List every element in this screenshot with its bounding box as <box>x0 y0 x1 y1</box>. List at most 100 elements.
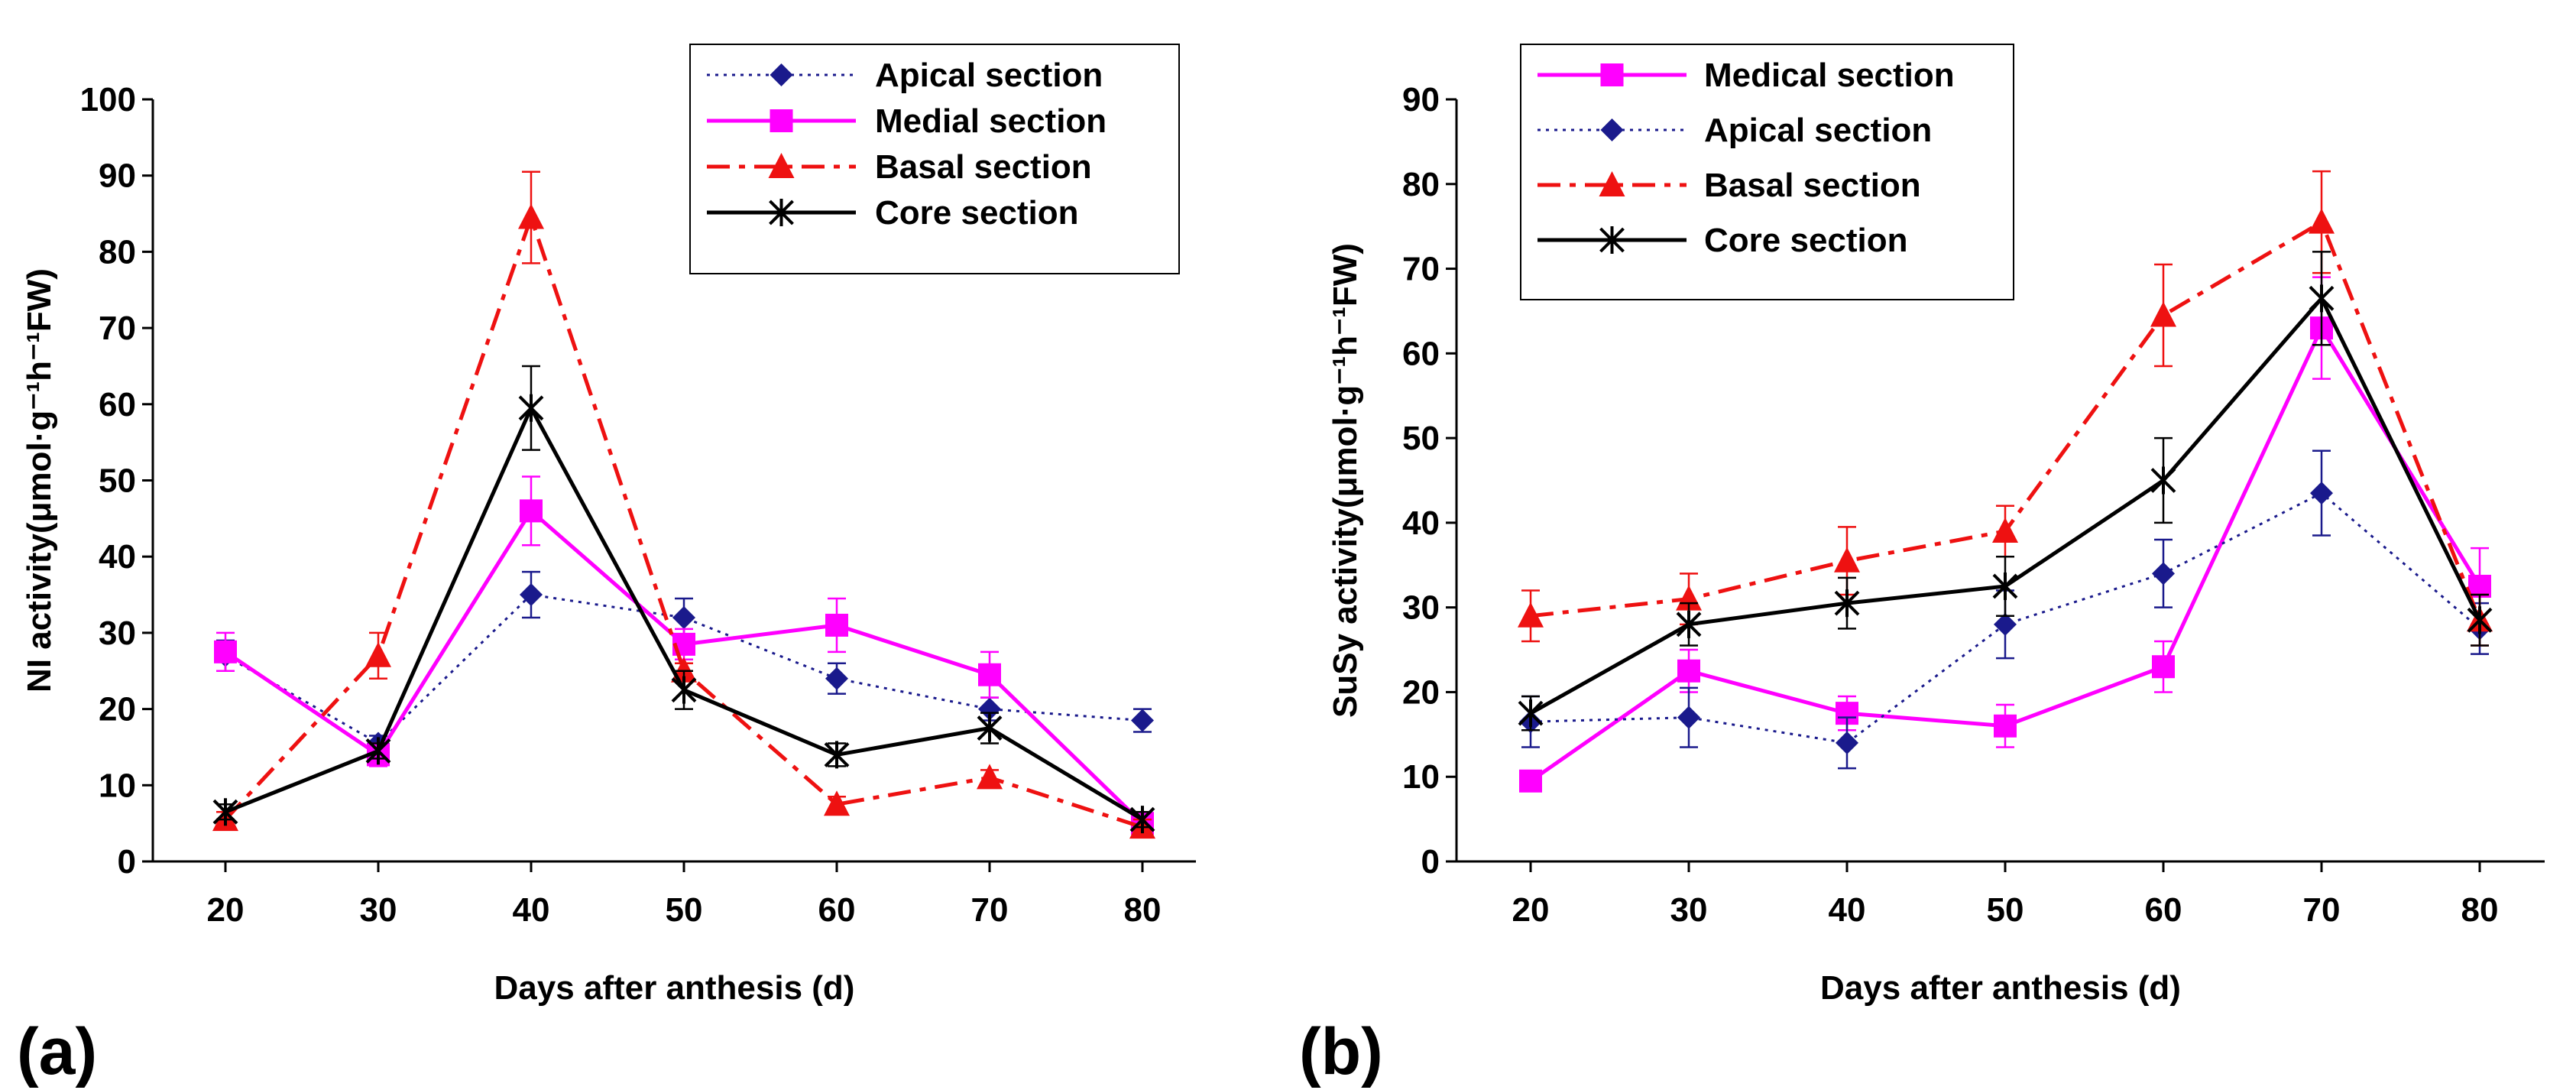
x-tick-label-40: 40 <box>513 891 550 929</box>
data-point-apical-section-50 <box>672 605 695 629</box>
legend-marker-core-section <box>769 199 794 226</box>
x-tick-label-20: 20 <box>207 891 245 929</box>
y-tick-label-60: 60 <box>99 386 136 423</box>
data-point-apical-section-60 <box>2152 562 2175 586</box>
y-tick-label-0: 0 <box>1421 843 1440 881</box>
x-tick-label-50: 50 <box>1987 891 2024 929</box>
x-tick-label-20: 20 <box>1512 891 1550 929</box>
data-point-apical-section-60 <box>825 667 848 690</box>
y-tick-label-20: 20 <box>99 691 136 728</box>
chart-panel-a: 0 10 20 30 40 50 60 70 80 90 100 20 30 40 50 60 70 80 Days… <box>17 44 1196 1088</box>
x-tick-label-60: 60 <box>2145 891 2182 929</box>
y-tick-label-30: 30 <box>1402 589 1440 627</box>
legend-label-medical-section: Medical section <box>1704 57 1955 94</box>
data-point-basal-section-40 <box>518 203 544 229</box>
legend-label-basal-section: Basal section <box>875 148 1092 186</box>
y-tick-label-40: 40 <box>1402 504 1440 542</box>
legend-label-apical-section: Apical section <box>1704 112 1932 149</box>
data-point-basal-section-30 <box>365 641 391 667</box>
x-tick-label-30: 30 <box>1670 891 1708 929</box>
data-point-basal-section-60 <box>2150 301 2176 327</box>
x-tick-label-30: 30 <box>360 891 397 929</box>
legend-marker-medical-section <box>1600 63 1624 86</box>
y-tick-label-80: 80 <box>99 233 136 271</box>
data-point-medical-section-60 <box>2152 655 2175 679</box>
y-tick-label-30: 30 <box>99 615 136 652</box>
legend-marker-core-section <box>1599 226 1625 254</box>
data-point-core-section-80 <box>2467 606 2493 634</box>
legend-marker-basal-section <box>768 153 795 178</box>
series-core-section <box>1518 251 2493 732</box>
y-tick-label-50: 50 <box>1402 420 1440 457</box>
data-point-medial-section-70 <box>978 663 1001 686</box>
y-tick-label-80: 80 <box>1402 166 1440 203</box>
legend-marker-apical-section <box>770 63 793 86</box>
data-point-basal-section-40 <box>1834 547 1860 573</box>
legend-marker-basal-section <box>1599 171 1625 196</box>
data-point-core-section-50 <box>1992 572 2018 600</box>
x-tick-label-80: 80 <box>2461 891 2499 929</box>
data-point-basal-section-20 <box>1518 602 1544 628</box>
legend-label-apical-section: Apical section <box>875 57 1103 94</box>
legend-label-basal-section: Basal section <box>1704 167 1921 204</box>
y-tick-label-10: 10 <box>99 767 136 804</box>
data-point-core-section-30 <box>365 737 391 765</box>
data-point-medical-section-50 <box>1994 714 2017 738</box>
data-point-core-section-60 <box>2150 466 2176 495</box>
data-point-core-section-40 <box>518 394 544 422</box>
data-point-apical-section-30 <box>1677 706 1700 729</box>
data-point-apical-section-70 <box>2310 482 2333 505</box>
data-point-medial-section-20 <box>214 640 237 663</box>
y-tick-label-70: 70 <box>99 310 136 347</box>
y-axis-title: SuSy activity(μmol·g⁻¹h⁻¹FW) <box>1327 243 1364 718</box>
data-point-medical-section-20 <box>1519 769 1542 793</box>
data-point-core-section-50 <box>671 676 697 704</box>
legend-box <box>689 44 1180 274</box>
y-tick-label-60: 60 <box>1402 335 1440 372</box>
x-tick-label-70: 70 <box>2303 891 2341 929</box>
x-axis-title: Days after anthesis (d) <box>494 969 855 1007</box>
y-tick-label-90: 90 <box>99 157 136 195</box>
data-point-core-section-40 <box>1834 589 1860 618</box>
data-point-medial-section-40 <box>520 499 543 523</box>
data-point-core-section-60 <box>824 741 850 769</box>
data-point-apical-section-80 <box>1131 709 1154 732</box>
legend-box <box>1520 44 2014 300</box>
data-point-core-section-30 <box>1676 610 1702 638</box>
data-point-core-section-70 <box>977 714 1003 742</box>
x-tick-label-70: 70 <box>971 891 1009 929</box>
x-axis-title: Days after anthesis (d) <box>1820 969 2181 1007</box>
panel-label: (a) <box>17 1015 97 1088</box>
legend-marker-medial-section <box>770 109 793 132</box>
y-tick-label-0: 0 <box>118 843 136 881</box>
series-medical-section <box>1519 276 2491 793</box>
data-point-apical-section-40 <box>1836 731 1858 754</box>
legend: Medical section Apical section Basal secti… <box>1520 44 2014 300</box>
y-tick-label-10: 10 <box>1402 758 1440 796</box>
chart-panel-b: 0 10 20 30 40 50 60 70 80 90 20 30 40 50 60 70 80 Days af… <box>1299 44 2545 1088</box>
y-tick-label-40: 40 <box>99 538 136 576</box>
data-point-apical-section-40 <box>520 583 543 607</box>
series-core-section <box>212 365 1155 834</box>
data-point-apical-section-50 <box>1994 612 2017 636</box>
x-tick-label-50: 50 <box>666 891 703 929</box>
x-tick-label-60: 60 <box>818 891 856 929</box>
y-tick-label-70: 70 <box>1402 251 1440 288</box>
data-point-medial-section-60 <box>825 613 848 637</box>
y-tick-label-90: 90 <box>1402 81 1440 118</box>
data-point-core-section-80 <box>1129 806 1155 834</box>
data-point-basal-section-70 <box>977 764 1003 790</box>
y-axis-title: NI activity(μmol·g⁻¹h⁻¹FW) <box>21 268 58 693</box>
y-tick-label-50: 50 <box>99 462 136 500</box>
series-apical-section <box>1519 449 2491 770</box>
legend-label-core-section: Core section <box>875 194 1079 232</box>
data-point-basal-section-50 <box>1992 517 2018 543</box>
data-point-basal-section-60 <box>824 790 850 816</box>
data-point-core-section-70 <box>2309 284 2335 313</box>
x-tick-label-80: 80 <box>1124 891 1162 929</box>
y-tick-label-20: 20 <box>1402 673 1440 711</box>
data-point-medical-section-30 <box>1677 659 1700 683</box>
legend: Apical section Medial section Basal sectio… <box>689 44 1180 274</box>
data-point-apical-section-70 <box>978 697 1001 721</box>
